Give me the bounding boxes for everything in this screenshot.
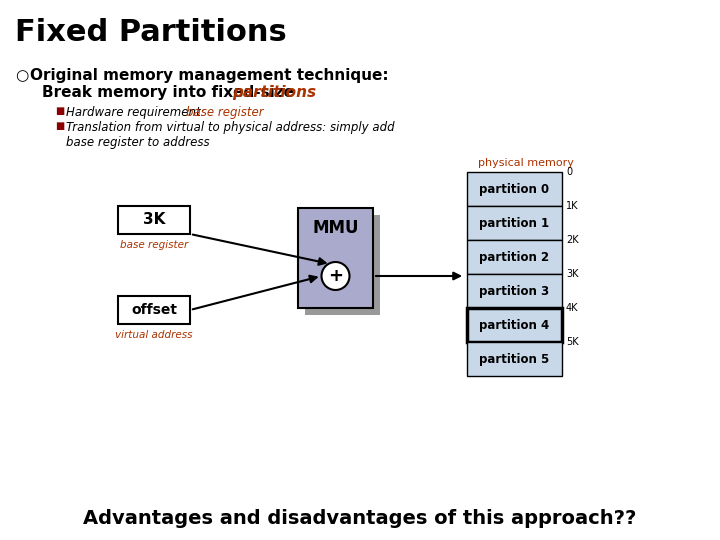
Text: MMU: MMU	[312, 219, 359, 237]
Text: base register: base register	[186, 106, 264, 119]
Text: partition 3: partition 3	[480, 285, 549, 298]
Text: ○: ○	[15, 68, 28, 83]
Text: partition 5: partition 5	[480, 353, 549, 366]
Bar	[467, 172, 562, 206]
Text: Translation from virtual to physical address: simply add: Translation from virtual to physical add…	[66, 121, 395, 134]
Text: Original memory management technique:: Original memory management technique:	[30, 68, 389, 83]
Text: ■: ■	[55, 121, 64, 131]
Text: 3K: 3K	[143, 213, 165, 227]
Text: 2K: 2K	[566, 235, 579, 245]
Circle shape	[322, 262, 349, 290]
Text: ■: ■	[55, 106, 64, 116]
Text: physical memory: physical memory	[478, 158, 574, 168]
Text: virtual address: virtual address	[115, 330, 193, 340]
Text: offset: offset	[131, 303, 177, 317]
Text: partitions: partitions	[232, 85, 316, 100]
Text: +: +	[328, 267, 343, 285]
Text: 1K: 1K	[566, 201, 578, 211]
Text: 4K: 4K	[566, 303, 578, 313]
Text: Hardware requirement:: Hardware requirement:	[66, 106, 208, 119]
Bar	[467, 240, 562, 274]
Text: Break memory into fixed-size: Break memory into fixed-size	[42, 85, 300, 100]
Text: 5K: 5K	[566, 337, 579, 347]
Bar	[118, 296, 190, 324]
Text: partition 4: partition 4	[480, 319, 549, 332]
Bar	[298, 208, 373, 308]
Text: 0: 0	[566, 167, 572, 177]
Text: partition 2: partition 2	[480, 251, 549, 264]
Text: base register to address: base register to address	[66, 136, 210, 149]
Bar	[305, 215, 380, 315]
Text: 3K: 3K	[566, 269, 578, 279]
Bar	[467, 206, 562, 240]
Text: Advantages and disadvantages of this approach??: Advantages and disadvantages of this app…	[84, 509, 636, 528]
Bar	[118, 206, 190, 234]
Text: partition 1: partition 1	[480, 217, 549, 230]
Bar	[467, 274, 562, 308]
Text: Fixed Partitions: Fixed Partitions	[15, 18, 287, 47]
Text: base register: base register	[120, 240, 188, 250]
Bar	[467, 308, 562, 342]
Bar	[467, 342, 562, 376]
Text: partition 0: partition 0	[480, 183, 549, 195]
